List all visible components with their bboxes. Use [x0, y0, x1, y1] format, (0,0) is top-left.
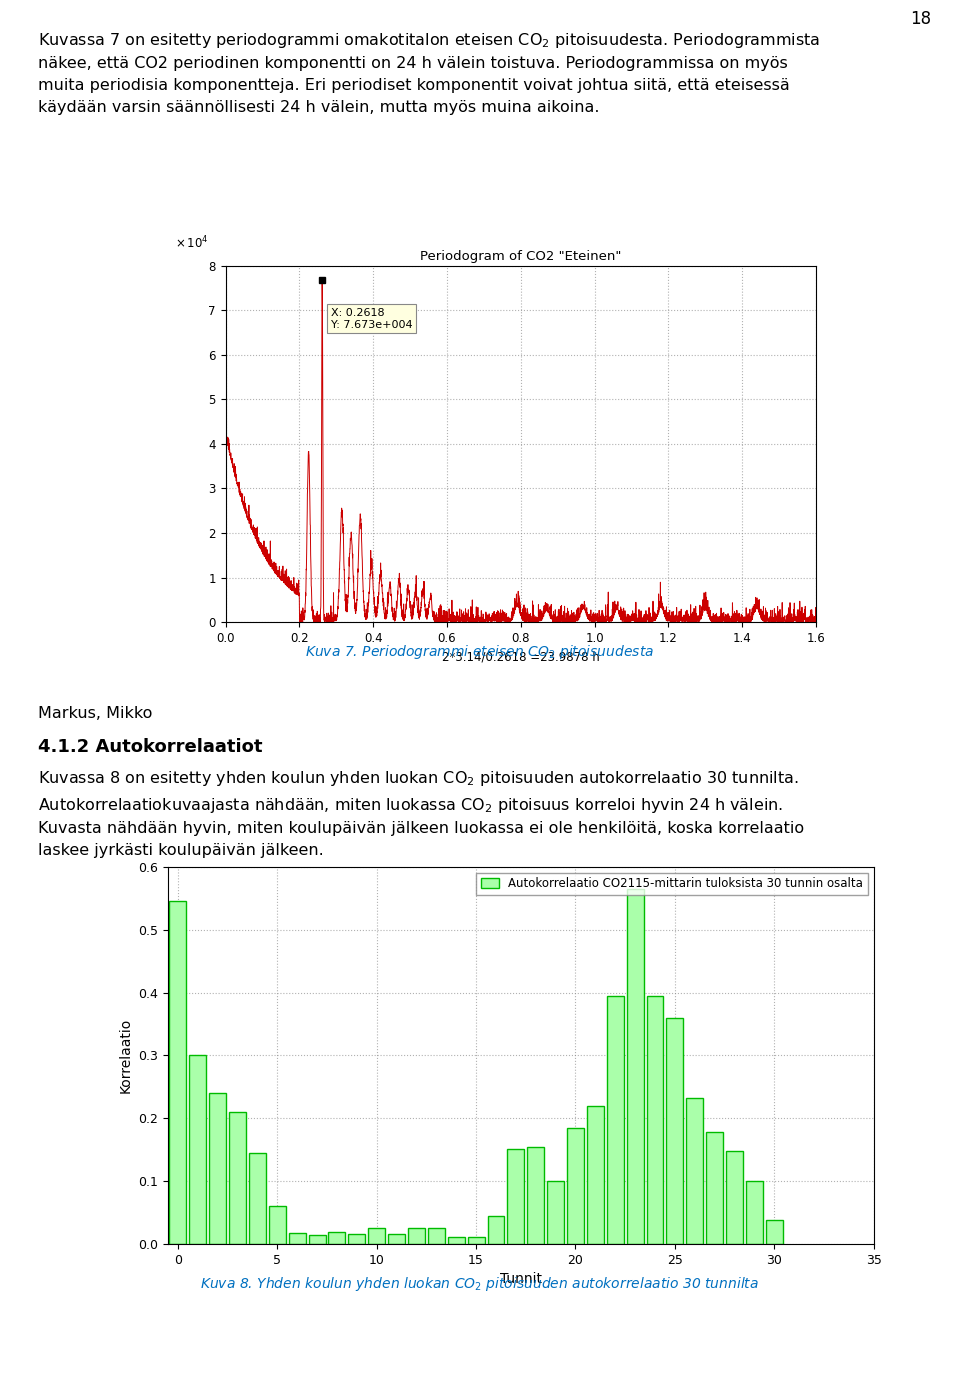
- Title: Periodogram of CO2 "Eteinen": Periodogram of CO2 "Eteinen": [420, 250, 621, 263]
- Text: Kuvassa 8 on esitetty yhden koulun yhden luokan CO$_2$ pitoisuuden autokorrelaat: Kuvassa 8 on esitetty yhden koulun yhden…: [38, 769, 804, 858]
- X-axis label: Tunnit: Tunnit: [500, 1272, 541, 1286]
- Bar: [170, 902, 186, 1244]
- Bar: [707, 1132, 723, 1244]
- Bar: [388, 1234, 405, 1244]
- Bar: [646, 995, 663, 1244]
- Bar: [508, 1149, 524, 1244]
- Text: $\times\,10^4$: $\times\,10^4$: [176, 235, 209, 252]
- Bar: [607, 995, 624, 1244]
- Bar: [428, 1229, 444, 1244]
- Bar: [369, 1229, 385, 1244]
- Bar: [468, 1237, 485, 1244]
- Legend: Autokorrelaatio CO2115-mittarin tuloksista 30 tunnin osalta: Autokorrelaatio CO2115-mittarin tuloksis…: [476, 872, 868, 895]
- Bar: [447, 1237, 465, 1244]
- Text: Kuva 7. Periodogrammi eteisen CO$_2$ pitoisuudesta: Kuva 7. Periodogrammi eteisen CO$_2$ pit…: [305, 643, 655, 661]
- Text: Markus, Mikko: Markus, Mikko: [38, 706, 153, 721]
- Bar: [746, 1181, 763, 1244]
- Bar: [229, 1113, 246, 1244]
- Bar: [189, 1055, 206, 1244]
- Text: X: 0.2618
Y: 7.673e+004: X: 0.2618 Y: 7.673e+004: [331, 308, 413, 330]
- Bar: [587, 1106, 604, 1244]
- Bar: [308, 1236, 325, 1244]
- Bar: [726, 1151, 743, 1244]
- Text: Kuvassa 7 on esitetty periodogrammi omakotitalon eteisen CO$_2$ pitoisuudesta. P: Kuvassa 7 on esitetty periodogrammi omak…: [38, 31, 821, 115]
- Bar: [209, 1093, 227, 1244]
- Bar: [348, 1234, 365, 1244]
- Bar: [527, 1146, 544, 1244]
- Bar: [269, 1206, 286, 1244]
- Bar: [686, 1099, 703, 1244]
- Bar: [627, 889, 643, 1244]
- Bar: [567, 1128, 584, 1244]
- Text: 4.1.2 Autokorrelaatiot: 4.1.2 Autokorrelaatiot: [38, 738, 263, 756]
- Bar: [249, 1153, 266, 1244]
- X-axis label: 2*3.14/0.2618 =23.9878 h: 2*3.14/0.2618 =23.9878 h: [442, 650, 600, 664]
- Bar: [328, 1232, 346, 1244]
- Y-axis label: Korrelaatio: Korrelaatio: [119, 1018, 132, 1093]
- Bar: [408, 1229, 425, 1244]
- Text: 18: 18: [910, 10, 931, 28]
- Bar: [666, 1018, 684, 1244]
- Bar: [289, 1233, 305, 1244]
- Bar: [547, 1181, 564, 1244]
- Bar: [488, 1216, 504, 1244]
- Text: Kuva 8. Yhden koulun yhden luokan CO$_2$ pitoisuuden autokorrelaatio 30 tunnilta: Kuva 8. Yhden koulun yhden luokan CO$_2$…: [201, 1275, 759, 1293]
- Bar: [766, 1220, 782, 1244]
